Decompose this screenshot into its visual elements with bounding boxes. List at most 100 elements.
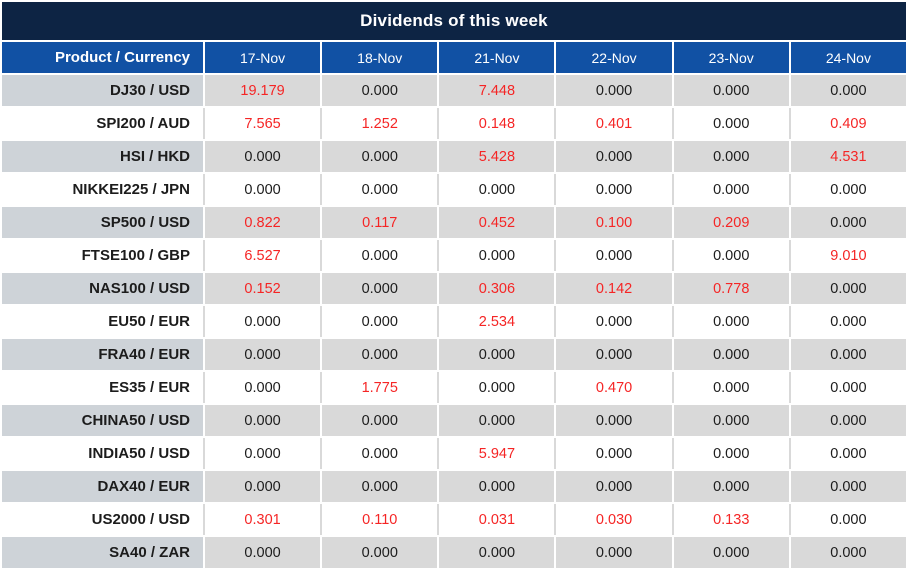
table-row: INDIA50 / USD 0.000 0.000 5.947 0.000 0.000 0.… [2, 438, 906, 469]
value-cell: 0.000 [322, 240, 438, 271]
product-cell: DAX40 / EUR [2, 471, 203, 502]
table-row: CHINA50 / USD 0.000 0.000 0.000 0.000 0.000 0.… [2, 405, 906, 436]
value-cell: 0.000 [673, 372, 789, 403]
header-date-4: 22-Nov [556, 42, 672, 73]
value-cell: 19.179 [205, 75, 321, 106]
value-cell: 0.000 [673, 75, 789, 106]
value-cell: 0.000 [439, 174, 555, 205]
product-cell: HSI / HKD [2, 141, 203, 172]
value-cell: 0.000 [322, 141, 438, 172]
value-cell: 0.000 [673, 108, 789, 139]
product-cell: ES35 / EUR [2, 372, 203, 403]
value-cell: 0.000 [439, 405, 555, 436]
value-cell: 0.000 [790, 174, 906, 205]
product-cell: NAS100 / USD [2, 273, 203, 304]
value-cell: 0.117 [322, 207, 438, 238]
value-cell: 0.000 [322, 75, 438, 106]
product-cell: US2000 / USD [2, 504, 203, 535]
value-cell: 4.531 [790, 141, 906, 172]
value-cell: 0.000 [673, 306, 789, 337]
header-product-currency: Product / Currency [2, 42, 203, 73]
value-cell: 0.000 [322, 174, 438, 205]
header-date-3: 21-Nov [439, 42, 555, 73]
product-cell: DJ30 / USD [2, 75, 203, 106]
value-cell: 0.000 [322, 438, 438, 469]
value-cell: 0.000 [790, 504, 906, 535]
value-cell: 0.000 [556, 438, 672, 469]
value-cell: 0.000 [439, 339, 555, 370]
table-header-row: Product / Currency 17-Nov 18-Nov 21-Nov … [2, 42, 906, 73]
value-cell: 7.565 [205, 108, 321, 139]
value-cell: 0.000 [556, 75, 672, 106]
value-cell: 0.000 [205, 306, 321, 337]
value-cell: 0.000 [556, 339, 672, 370]
value-cell: 7.448 [439, 75, 555, 106]
value-cell: 9.010 [790, 240, 906, 271]
table-row: ES35 / EUR 0.000 1.775 0.000 0.470 0.000 0.000 [2, 372, 906, 403]
value-cell: 5.428 [439, 141, 555, 172]
value-cell: 5.947 [439, 438, 555, 469]
value-cell: 0.142 [556, 273, 672, 304]
value-cell: 0.000 [439, 537, 555, 568]
value-cell: 0.401 [556, 108, 672, 139]
value-cell: 0.000 [322, 471, 438, 502]
value-cell: 0.000 [556, 471, 672, 502]
value-cell: 0.000 [556, 537, 672, 568]
value-cell: 0.030 [556, 504, 672, 535]
product-cell: SPI200 / AUD [2, 108, 203, 139]
value-cell: 0.000 [205, 339, 321, 370]
value-cell: 0.000 [322, 537, 438, 568]
value-cell: 0.000 [673, 240, 789, 271]
product-cell: SA40 / ZAR [2, 537, 203, 568]
header-date-2: 18-Nov [322, 42, 438, 73]
value-cell: 0.000 [790, 438, 906, 469]
header-date-1: 17-Nov [205, 42, 321, 73]
value-cell: 0.000 [322, 306, 438, 337]
product-cell: NIKKEI225 / JPN [2, 174, 203, 205]
product-cell: INDIA50 / USD [2, 438, 203, 469]
value-cell: 0.000 [322, 405, 438, 436]
table-row: SP500 / USD 0.822 0.117 0.452 0.100 0.209 0.00… [2, 207, 906, 238]
table-row: HSI / HKD 0.000 0.000 5.428 0.000 0.000 4.531 [2, 141, 906, 172]
table-row: US2000 / USD 0.301 0.110 0.031 0.030 0.133 0.0… [2, 504, 906, 535]
value-cell: 0.148 [439, 108, 555, 139]
value-cell: 0.133 [673, 504, 789, 535]
value-cell: 0.000 [673, 537, 789, 568]
value-cell: 0.000 [673, 471, 789, 502]
value-cell: 0.000 [790, 537, 906, 568]
value-cell: 0.000 [673, 339, 789, 370]
value-cell: 0.000 [556, 240, 672, 271]
value-cell: 0.000 [790, 471, 906, 502]
table-row: EU50 / EUR 0.000 0.000 2.534 0.000 0.000 0.000 [2, 306, 906, 337]
value-cell: 0.000 [790, 207, 906, 238]
value-cell: 0.452 [439, 207, 555, 238]
value-cell: 0.000 [673, 174, 789, 205]
value-cell: 0.301 [205, 504, 321, 535]
value-cell: 0.000 [205, 372, 321, 403]
table-row: NAS100 / USD 0.152 0.000 0.306 0.142 0.778 0.0… [2, 273, 906, 304]
table-row: SPI200 / AUD 7.565 1.252 0.148 0.401 0.000 0.4… [2, 108, 906, 139]
value-cell: 0.110 [322, 504, 438, 535]
value-cell: 0.000 [673, 405, 789, 436]
value-cell: 1.252 [322, 108, 438, 139]
value-cell: 0.306 [439, 273, 555, 304]
value-cell: 0.000 [322, 339, 438, 370]
value-cell: 0.031 [439, 504, 555, 535]
value-cell: 0.000 [439, 240, 555, 271]
table-row: FTSE100 / GBP 6.527 0.000 0.000 0.000 0.000 9.… [2, 240, 906, 271]
value-cell: 6.527 [205, 240, 321, 271]
value-cell: 0.000 [556, 141, 672, 172]
value-cell: 0.000 [790, 273, 906, 304]
value-cell: 0.000 [205, 471, 321, 502]
table-title: Dividends of this week [2, 2, 906, 40]
value-cell: 0.100 [556, 207, 672, 238]
value-cell: 1.775 [322, 372, 438, 403]
value-cell: 0.000 [205, 141, 321, 172]
value-cell: 0.000 [790, 405, 906, 436]
value-cell: 0.000 [556, 306, 672, 337]
value-cell: 0.000 [790, 339, 906, 370]
product-cell: SP500 / USD [2, 207, 203, 238]
value-cell: 0.209 [673, 207, 789, 238]
value-cell: 0.000 [205, 405, 321, 436]
